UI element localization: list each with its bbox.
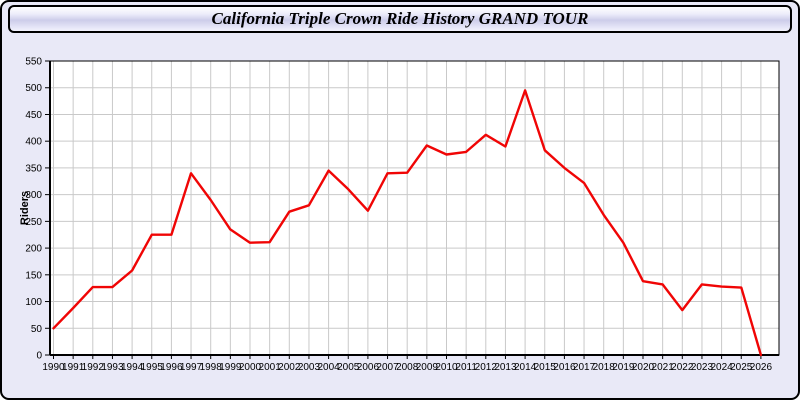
chart-title-bar: California Triple Crown Ride History GRA… xyxy=(8,5,792,33)
svg-text:2016: 2016 xyxy=(553,362,576,373)
svg-text:2018: 2018 xyxy=(593,362,616,373)
svg-text:2001: 2001 xyxy=(259,362,282,373)
x-axis-labels: 1990199119921993199419951996199719981999… xyxy=(42,362,772,373)
svg-text:450: 450 xyxy=(25,110,42,121)
svg-text:1993: 1993 xyxy=(101,362,124,373)
svg-text:2026: 2026 xyxy=(750,362,773,373)
svg-text:500: 500 xyxy=(25,83,42,94)
svg-text:0: 0 xyxy=(36,351,42,362)
y-axis-title: Riders xyxy=(19,191,31,225)
svg-text:2012: 2012 xyxy=(475,362,498,373)
svg-text:1994: 1994 xyxy=(121,362,144,373)
svg-text:2017: 2017 xyxy=(573,362,596,373)
svg-text:2024: 2024 xyxy=(710,362,733,373)
y-axis-labels: 0 50 100 150 200 250 300 350 400 450 500 550 xyxy=(25,57,42,362)
svg-text:1999: 1999 xyxy=(219,362,242,373)
svg-text:1997: 1997 xyxy=(180,362,203,373)
svg-text:250: 250 xyxy=(25,217,42,228)
svg-text:2005: 2005 xyxy=(337,362,360,373)
chart-title: California Triple Crown Ride History GRA… xyxy=(211,9,589,28)
svg-text:2015: 2015 xyxy=(534,362,557,373)
ride-history-chart: 0 50 100 150 200 250 300 350 400 450 500 550 1990 199… xyxy=(2,34,798,394)
svg-text:2003: 2003 xyxy=(298,362,321,373)
svg-text:1990: 1990 xyxy=(42,362,65,373)
svg-text:2008: 2008 xyxy=(396,362,419,373)
plot-area xyxy=(50,61,779,355)
svg-text:400: 400 xyxy=(25,137,42,148)
svg-text:2006: 2006 xyxy=(357,362,380,373)
svg-text:550: 550 xyxy=(25,57,42,68)
svg-text:2013: 2013 xyxy=(494,362,517,373)
svg-text:300: 300 xyxy=(25,190,42,201)
svg-text:2023: 2023 xyxy=(691,362,714,373)
svg-text:1995: 1995 xyxy=(141,362,164,373)
svg-text:2002: 2002 xyxy=(278,362,301,373)
svg-text:2010: 2010 xyxy=(435,362,458,373)
svg-text:1992: 1992 xyxy=(82,362,105,373)
svg-text:50: 50 xyxy=(31,324,43,335)
svg-text:2007: 2007 xyxy=(376,362,399,373)
svg-text:1991: 1991 xyxy=(62,362,85,373)
axis-ticks xyxy=(45,60,762,359)
svg-text:2022: 2022 xyxy=(671,362,694,373)
riders-series-line xyxy=(52,89,763,357)
svg-text:350: 350 xyxy=(25,163,42,174)
line-chart-svg: 0501001502002503003504004505005501990199… xyxy=(19,57,780,373)
svg-text:2014: 2014 xyxy=(514,362,537,373)
svg-text:2020: 2020 xyxy=(632,362,655,373)
svg-text:1996: 1996 xyxy=(160,362,183,373)
svg-text:2021: 2021 xyxy=(652,362,675,373)
svg-text:100: 100 xyxy=(25,297,42,308)
svg-text:2011: 2011 xyxy=(455,362,477,373)
svg-text:2000: 2000 xyxy=(239,362,262,373)
svg-text:2019: 2019 xyxy=(612,362,635,373)
svg-text:2025: 2025 xyxy=(730,362,753,373)
svg-text:200: 200 xyxy=(25,244,42,255)
svg-text:150: 150 xyxy=(25,270,42,281)
svg-text:2009: 2009 xyxy=(416,362,439,373)
svg-text:2004: 2004 xyxy=(317,362,340,373)
svg-text:1998: 1998 xyxy=(200,362,223,373)
